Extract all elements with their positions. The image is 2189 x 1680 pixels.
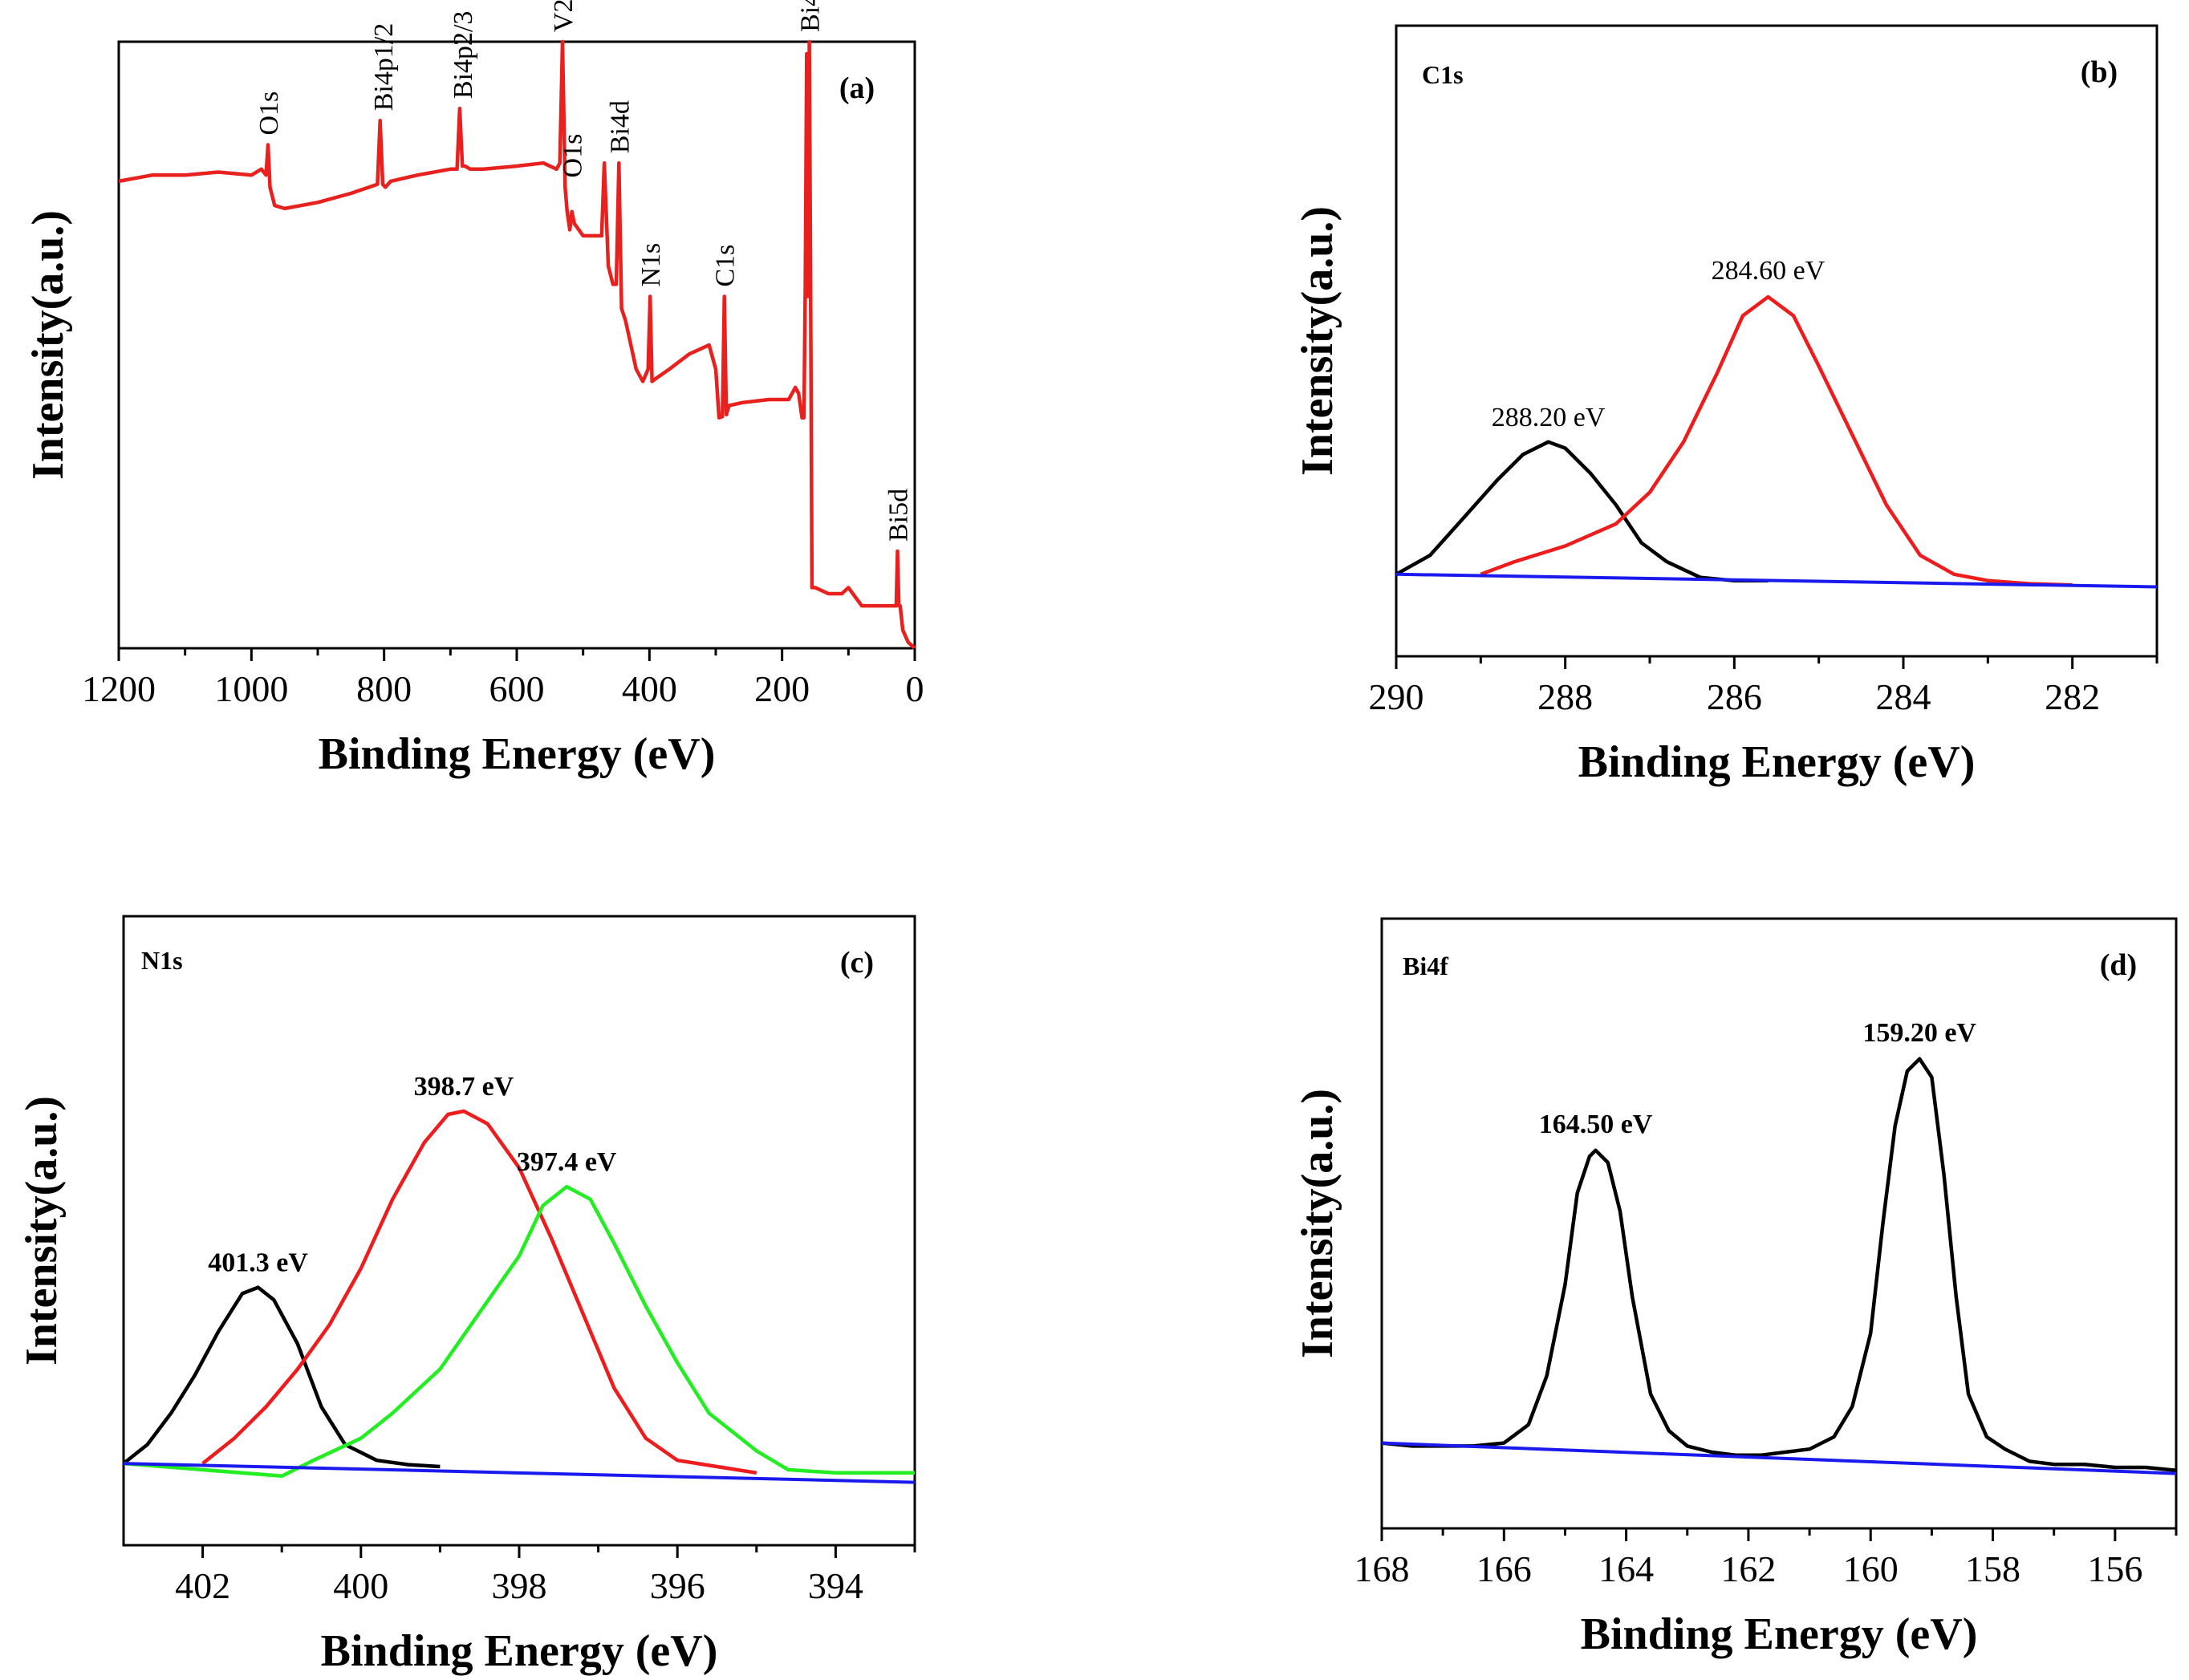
series-line-2 bbox=[123, 1184, 915, 1479]
peak-annotation: O1s bbox=[558, 134, 588, 178]
peak-annotation: Bi4f bbox=[796, 0, 826, 32]
y-axis-label: Intensity(a.u.) bbox=[23, 210, 73, 480]
panel-label: (c) bbox=[840, 946, 874, 980]
peak-annotation: 164.50 eV bbox=[1539, 1110, 1653, 1139]
series-line-1 bbox=[201, 1109, 757, 1475]
peak-annotation: Bi4p1/2 bbox=[369, 23, 399, 112]
series-line-baseline bbox=[1395, 572, 2158, 589]
series-line-baseline bbox=[123, 1462, 916, 1484]
series-line-1 bbox=[1480, 294, 2073, 587]
panel-a: 1200 1000 800 600 400 200 0 Binding Energy (eV)… bbox=[23, 0, 924, 779]
y-axis-label: Intensity(a.u.) bbox=[1293, 1089, 1342, 1358]
panel-b: 290 288 286 284 282 Binding Energy (eV) Intens… bbox=[1293, 24, 2159, 787]
x-axis-label: Binding Energy (eV) bbox=[319, 729, 716, 779]
peak-annotation: C1s bbox=[711, 245, 741, 287]
x-tick-label: 284 bbox=[1876, 676, 1931, 717]
panel-d: 168 166 164 162 160 158 156 Binding Energy (eV)… bbox=[1293, 917, 2178, 1659]
panel-label: (b) bbox=[2081, 55, 2118, 89]
x-tick-label: 600 bbox=[489, 668, 545, 709]
series-line-0 bbox=[1395, 440, 1769, 582]
x-tick-label: 396 bbox=[650, 1565, 705, 1606]
x-tick-label: 164 bbox=[1598, 1548, 1654, 1589]
plot-frame bbox=[117, 40, 916, 650]
peak-annotation: N1s bbox=[636, 243, 666, 287]
core-level-label: N1s bbox=[141, 946, 183, 975]
panel-c: 402 400 398 396 394 Binding Energy (eV) Intens… bbox=[17, 915, 916, 1676]
x-tick-label: 160 bbox=[1843, 1548, 1899, 1589]
x-tick-label: 290 bbox=[1369, 676, 1424, 717]
series-line-baseline bbox=[1381, 1441, 2177, 1475]
x-tick-label: 400 bbox=[622, 668, 677, 709]
peak-annotation: Bi4d bbox=[605, 100, 635, 153]
x-tick-label: 200 bbox=[754, 668, 810, 709]
x-tick-label: 286 bbox=[1707, 676, 1762, 717]
x-tick-label: 394 bbox=[808, 1565, 863, 1606]
x-tick-label: 0 bbox=[906, 668, 924, 709]
x-tick-label: 1200 bbox=[82, 668, 156, 709]
x-tick-label: 162 bbox=[1720, 1548, 1776, 1589]
x-tick-label: 158 bbox=[1965, 1548, 2020, 1589]
x-axis-label: Binding Energy (eV) bbox=[1581, 1609, 1978, 1659]
panel-label: (d) bbox=[2100, 948, 2137, 982]
x-axis-label: Binding Energy (eV) bbox=[1578, 737, 1976, 787]
peak-annotation: 397.4 eV bbox=[517, 1147, 617, 1177]
plot-frame bbox=[122, 915, 916, 1547]
x-tick-label: 288 bbox=[1537, 676, 1593, 717]
x-tick-label: 800 bbox=[356, 668, 412, 709]
peak-annotation: 401.3 eV bbox=[208, 1248, 308, 1278]
x-tick-label: 400 bbox=[333, 1565, 388, 1606]
core-level-label: C1s bbox=[1422, 60, 1464, 89]
panel-label: (a) bbox=[839, 71, 875, 105]
y-axis-label: Intensity(a.u.) bbox=[1293, 206, 1342, 476]
y-axis-label: Intensity(a.u.) bbox=[17, 1096, 67, 1366]
x-tick-label: 282 bbox=[2045, 676, 2100, 717]
plot-frame bbox=[1395, 24, 2159, 658]
series-line-0 bbox=[1381, 1057, 2177, 1473]
x-tick-label: 166 bbox=[1476, 1548, 1532, 1589]
peak-annotation: Bi4p2/3 bbox=[449, 11, 478, 99]
peak-annotation: 159.20 eV bbox=[1862, 1018, 1976, 1048]
peak-annotation: Bi5d bbox=[884, 489, 914, 542]
x-tick-label: 398 bbox=[492, 1565, 547, 1606]
x-tick-label: 168 bbox=[1354, 1548, 1410, 1589]
x-tick-label: 402 bbox=[175, 1565, 230, 1606]
x-axis-label: Binding Energy (eV) bbox=[321, 1626, 718, 1676]
plot-frame bbox=[1380, 917, 2178, 1530]
peak-annotation: 284.60 eV bbox=[1712, 256, 1826, 286]
peak-annotation: 288.20 eV bbox=[1492, 403, 1606, 432]
peak-annotation: 398.7 eV bbox=[414, 1072, 514, 1102]
peak-annotation: V2p bbox=[549, 0, 579, 32]
x-tick-label: 1000 bbox=[214, 668, 288, 709]
peak-annotation: O1s bbox=[254, 91, 284, 136]
x-tick-label: 156 bbox=[2087, 1548, 2142, 1589]
core-level-label: Bi4f bbox=[1403, 952, 1448, 980]
series-line-0 bbox=[122, 1285, 441, 1469]
series-line-0 bbox=[118, 39, 916, 650]
